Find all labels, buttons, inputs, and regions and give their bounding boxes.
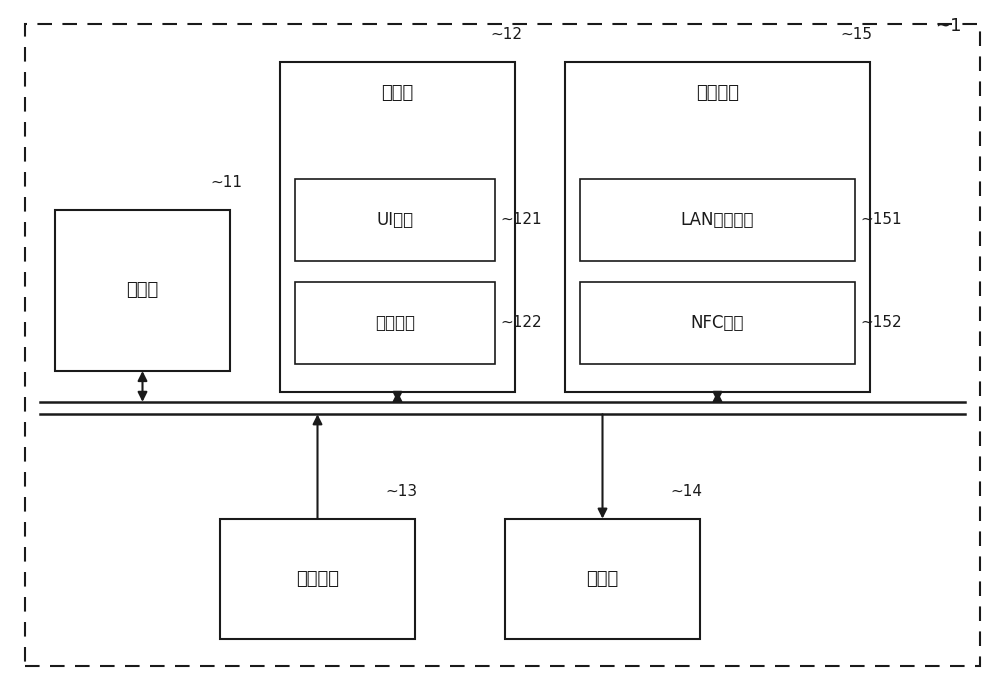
- Bar: [295, 282, 495, 364]
- Text: ∼151: ∼151: [860, 212, 902, 227]
- Text: 显示器: 显示器: [586, 570, 619, 588]
- Text: ∼11: ∼11: [210, 174, 242, 190]
- Text: ∼12: ∼12: [490, 27, 522, 42]
- Text: 识别信息: 识别信息: [375, 314, 415, 332]
- Bar: [580, 179, 855, 261]
- Text: ∼122: ∼122: [500, 315, 542, 330]
- Bar: [280, 62, 515, 392]
- Bar: [295, 179, 495, 261]
- Text: ∼121: ∼121: [500, 212, 542, 227]
- Text: UI信息: UI信息: [376, 211, 414, 229]
- Text: 操作单元: 操作单元: [296, 570, 339, 588]
- Bar: [55, 210, 230, 371]
- Bar: [505, 519, 700, 639]
- Text: ∼1: ∼1: [935, 17, 962, 35]
- Bar: [580, 282, 855, 364]
- Text: NFC单元: NFC单元: [691, 314, 744, 332]
- Text: ∼14: ∼14: [670, 484, 702, 499]
- Text: ∼152: ∼152: [860, 315, 902, 330]
- Text: 控制器: 控制器: [126, 281, 159, 300]
- Text: 通信单元: 通信单元: [696, 84, 739, 102]
- Text: ∼13: ∼13: [385, 484, 417, 499]
- Text: LAN通信单元: LAN通信单元: [681, 211, 754, 229]
- Bar: [565, 62, 870, 392]
- Text: 存储器: 存储器: [381, 84, 414, 102]
- Text: ∼15: ∼15: [840, 27, 872, 42]
- Bar: [220, 519, 415, 639]
